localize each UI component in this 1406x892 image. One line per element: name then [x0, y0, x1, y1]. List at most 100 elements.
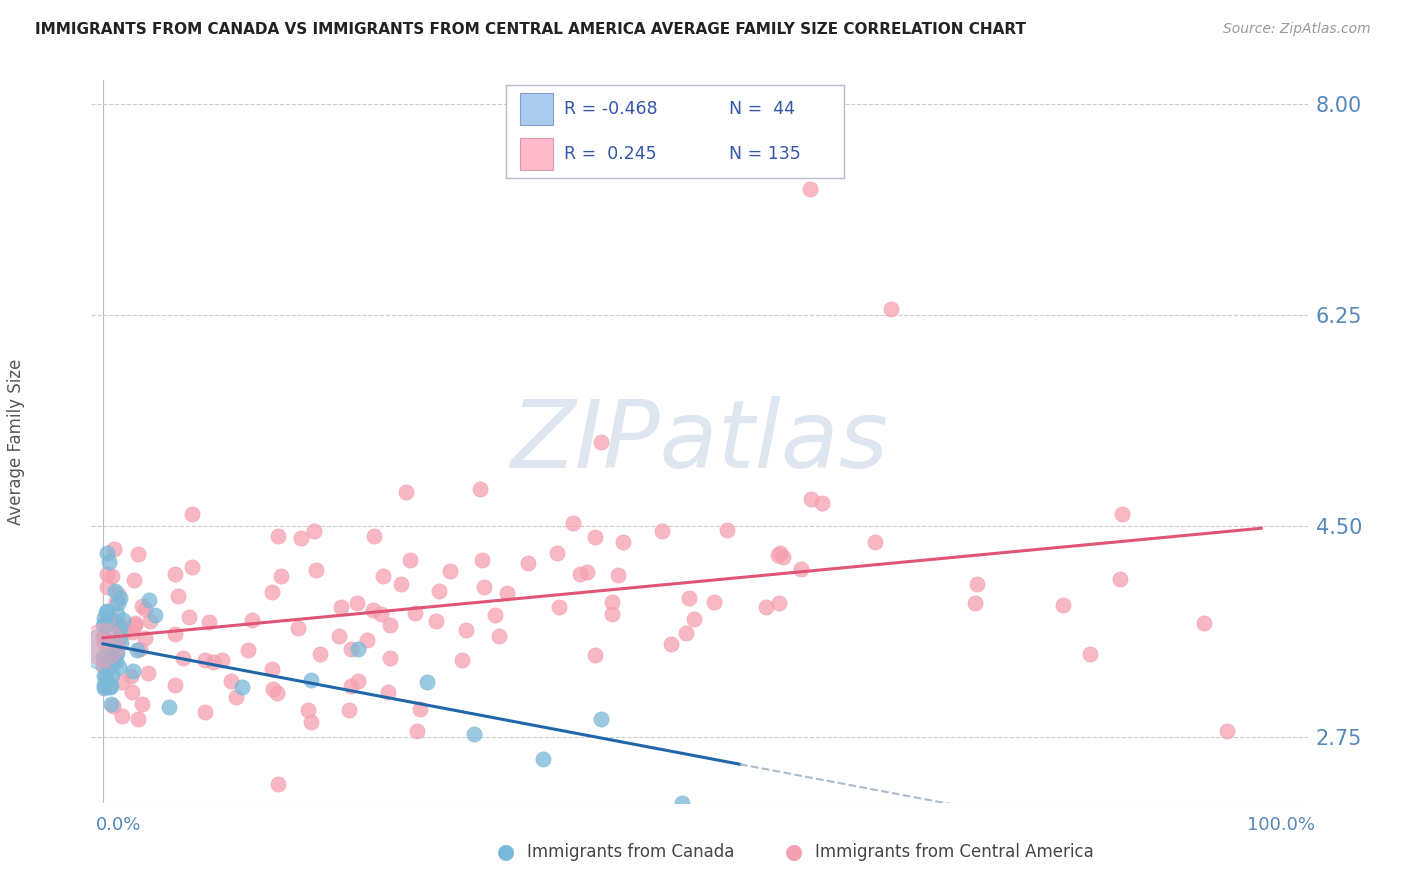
- Point: [240, 613, 263, 627]
- Point: [450, 653, 472, 667]
- Point: [678, 591, 700, 606]
- Bar: [520, 93, 554, 125]
- Text: R =  0.245: R = 0.245: [564, 145, 657, 163]
- Point: [110, 621, 132, 635]
- Point: [96, 606, 118, 620]
- Point: [93, 610, 115, 624]
- Point: [651, 524, 673, 538]
- Point: [93, 681, 115, 695]
- Point: [98, 681, 121, 695]
- Point: [180, 560, 202, 574]
- Text: 100.0%: 100.0%: [1247, 816, 1315, 834]
- Point: [134, 631, 156, 645]
- Point: [103, 541, 125, 556]
- Point: [98, 652, 121, 666]
- Point: [370, 607, 392, 622]
- Point: [965, 596, 987, 610]
- Point: [120, 668, 142, 682]
- Point: [104, 642, 127, 657]
- Point: [93, 668, 115, 682]
- Point: [127, 712, 149, 726]
- Point: [377, 684, 399, 698]
- Point: [546, 546, 568, 560]
- Text: N =  44: N = 44: [728, 100, 794, 118]
- Point: [301, 673, 323, 687]
- Point: [96, 681, 118, 695]
- Point: [790, 562, 813, 576]
- Point: [194, 653, 217, 667]
- Bar: [520, 138, 554, 170]
- Point: [361, 603, 384, 617]
- Point: [290, 531, 312, 545]
- Point: [394, 484, 416, 499]
- Text: ●: ●: [498, 842, 515, 862]
- Point: [93, 636, 115, 650]
- Point: [766, 548, 789, 562]
- Text: Source: ZipAtlas.com: Source: ZipAtlas.com: [1223, 22, 1371, 37]
- Point: [484, 608, 506, 623]
- Point: [107, 587, 129, 601]
- Point: [100, 668, 122, 682]
- Point: [103, 651, 125, 665]
- Point: [101, 699, 124, 714]
- Point: [112, 620, 135, 634]
- Point: [91, 631, 114, 645]
- Point: [131, 599, 153, 613]
- Point: [93, 654, 115, 668]
- Point: [659, 637, 682, 651]
- Point: [105, 607, 128, 621]
- Point: [304, 524, 326, 538]
- Point: [531, 752, 554, 766]
- Point: [267, 777, 290, 791]
- Point: [260, 584, 283, 599]
- Point: [100, 697, 122, 711]
- Point: [101, 648, 124, 662]
- Point: [406, 724, 429, 739]
- Point: [138, 593, 160, 607]
- Point: [105, 646, 128, 660]
- Point: [91, 650, 114, 665]
- Point: [1109, 572, 1132, 586]
- Point: [94, 618, 117, 632]
- Point: [166, 590, 188, 604]
- Point: [389, 577, 412, 591]
- Point: [122, 664, 145, 678]
- Point: [139, 614, 162, 628]
- Point: [463, 726, 485, 740]
- Point: [716, 524, 738, 538]
- Point: [768, 546, 790, 560]
- Point: [583, 648, 606, 662]
- Point: [703, 595, 725, 609]
- Point: [309, 647, 332, 661]
- Point: [96, 604, 118, 618]
- Point: [1078, 647, 1101, 661]
- Point: [416, 675, 439, 690]
- Point: [966, 576, 988, 591]
- Point: [456, 624, 478, 638]
- Point: [398, 553, 420, 567]
- Point: [181, 508, 204, 522]
- Point: [91, 618, 114, 632]
- Point: [100, 679, 122, 693]
- Point: [104, 616, 127, 631]
- Point: [548, 599, 571, 614]
- Point: [121, 625, 143, 640]
- Point: [378, 651, 401, 665]
- Point: [561, 516, 583, 531]
- Point: [772, 549, 794, 564]
- Point: [262, 662, 284, 676]
- Point: [111, 675, 134, 690]
- Point: [1111, 507, 1133, 521]
- Point: [330, 600, 353, 615]
- Point: [124, 616, 146, 631]
- Point: [121, 685, 143, 699]
- Point: [134, 602, 156, 616]
- Point: [202, 655, 225, 669]
- Point: [105, 654, 128, 668]
- Point: [111, 709, 134, 723]
- Text: IMMIGRANTS FROM CANADA VS IMMIGRANTS FROM CENTRAL AMERICA AVERAGE FAMILY SIZE CO: IMMIGRANTS FROM CANADA VS IMMIGRANTS FRO…: [35, 22, 1026, 37]
- Point: [107, 660, 129, 674]
- Point: [96, 567, 118, 582]
- Point: [606, 567, 628, 582]
- Point: [91, 637, 114, 651]
